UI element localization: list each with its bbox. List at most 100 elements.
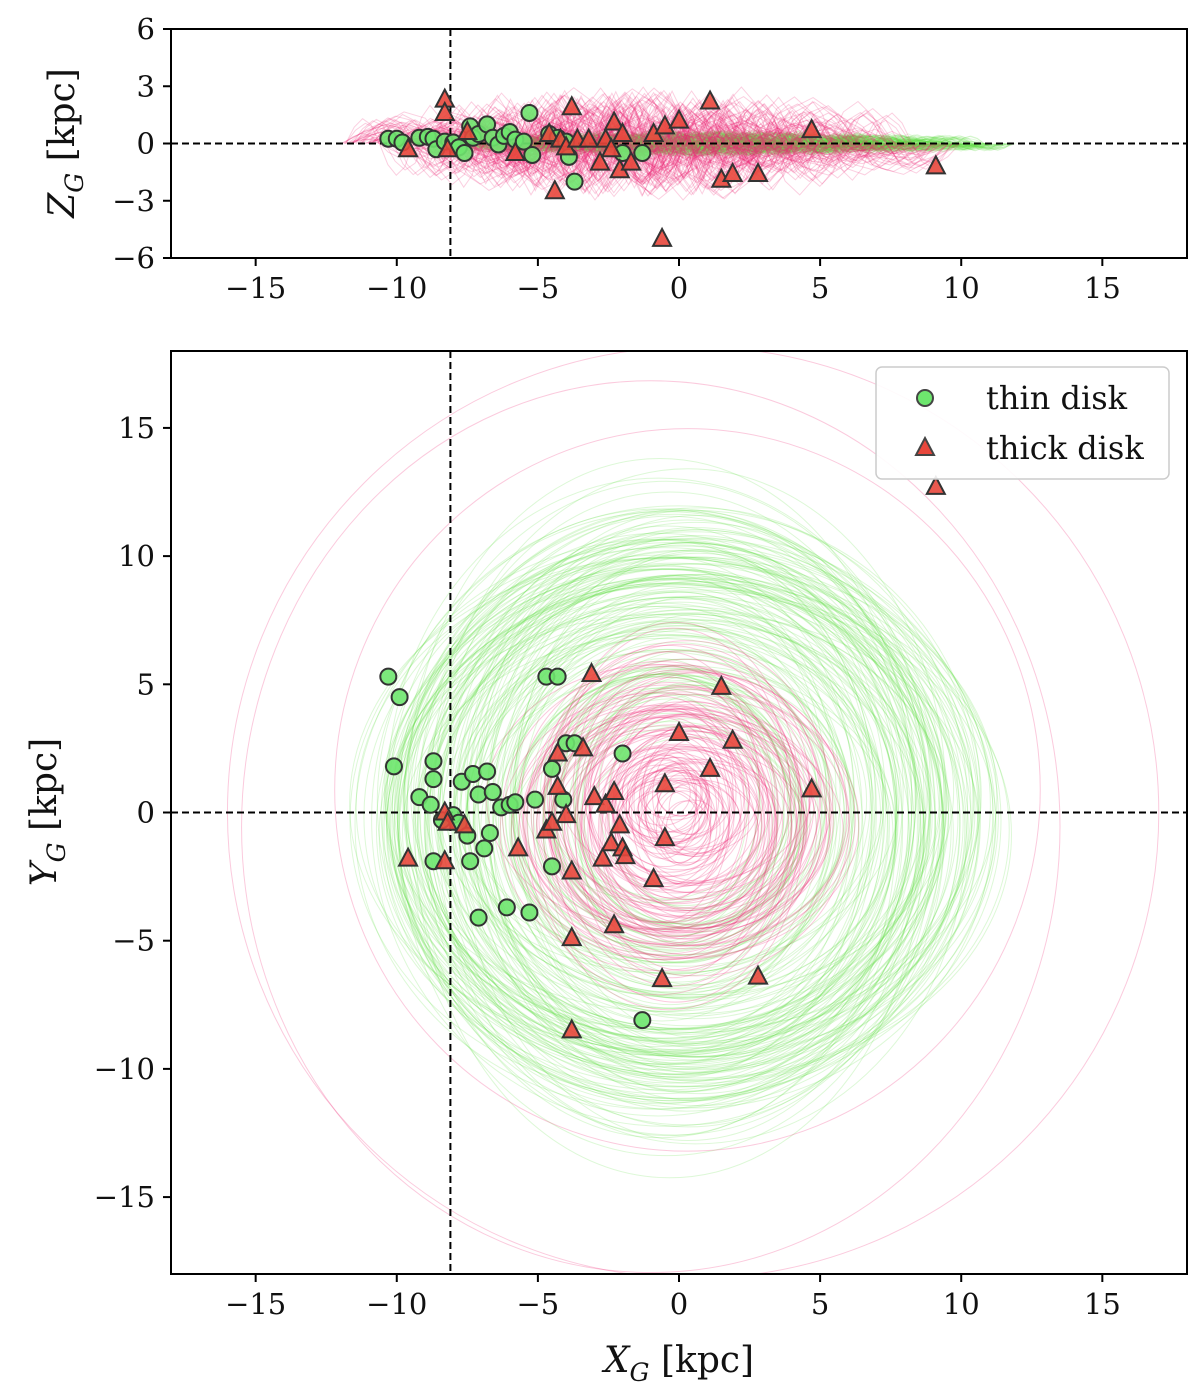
thin-disk-orbit — [397, 582, 944, 1054]
legend-thick-disk-label: thick disk — [986, 429, 1144, 467]
thick-disk-orbit — [590, 725, 776, 912]
thin-disk-orbit — [514, 575, 827, 1006]
bottom-thick-disk-point — [434, 849, 456, 870]
thin-disk-orbit — [396, 537, 991, 1073]
thick-disk-orbit — [611, 745, 756, 909]
thin-disk-orbit — [466, 625, 900, 967]
bottom-thick-disk-point — [651, 967, 673, 988]
thick-disk-orbit — [656, 778, 723, 836]
top-thick-disk-point — [651, 226, 673, 247]
thin-disk-orbit — [555, 684, 846, 946]
top-thin-disk-point — [455, 144, 474, 163]
thin-disk-orbit — [355, 557, 979, 1056]
thin-disk-orbit — [391, 531, 994, 1109]
bottom-thick-disk-point — [721, 728, 744, 749]
top-x-tick-label: 15 — [1084, 271, 1121, 305]
bottom-thin-disk-point — [461, 852, 480, 871]
bottom-thin-disk-point — [379, 667, 398, 686]
thick-disk-orbit — [532, 644, 804, 1011]
top-thin-disk-point — [514, 132, 533, 151]
bottom-xlabel-sub: G — [630, 1358, 650, 1387]
top-y-axis-label: ZG [kpc] — [42, 68, 89, 219]
bottom-thin-disk-point — [506, 793, 525, 812]
thick-disk-orbit — [668, 781, 710, 835]
top-y-tick-label: 3 — [137, 69, 155, 103]
thin-disk-orbit — [398, 605, 950, 1030]
thin-disk-orbit — [581, 675, 807, 930]
bottom-y-tick-label: 5 — [137, 667, 155, 701]
bottom-thick-disk-points — [397, 474, 947, 1039]
thin-disk-orbit — [468, 651, 852, 960]
thin-disk-orbit — [513, 658, 854, 973]
bottom-thick-disk-point — [580, 661, 603, 683]
thin-disk-orbit — [512, 622, 827, 964]
bottom-thick-disk-point — [583, 784, 605, 806]
thick-disk-orbit — [588, 716, 730, 923]
top-y-axis: −6 −3 0 3 6 — [112, 12, 171, 275]
bottom-xlabel-space — [650, 1340, 661, 1381]
thin-disk-orbit — [518, 595, 873, 1046]
bottom-thick-disk-point — [546, 741, 569, 762]
thick-disk-orbit — [350, 133, 737, 154]
bottom-thin-disk-point — [421, 795, 440, 814]
thick-disk-orbit — [553, 708, 815, 910]
thin-disk-orbit — [480, 649, 860, 1016]
bottom-thick-disk-point — [561, 859, 583, 880]
thin-disk-orbit — [382, 556, 973, 1102]
thin-disk-orbit — [543, 687, 774, 901]
thin-disk-orbit — [424, 606, 890, 1048]
thick-disk-orbit — [587, 691, 778, 971]
thick-disk-orbit — [560, 682, 779, 938]
top-thick-disk-point — [800, 118, 823, 139]
thick-disk-orbit — [628, 757, 697, 859]
thick-disk-orbit — [425, 86, 813, 201]
bottom-thick-disk-point — [561, 1018, 583, 1039]
top-thick-disk-point — [611, 121, 634, 142]
thick-disk-orbit — [583, 745, 763, 904]
thick-disk-orbit — [538, 704, 832, 936]
thick-disk-orbit — [628, 763, 759, 855]
thick-disk-orbit — [567, 725, 831, 933]
thin-disk-orbit — [405, 508, 943, 1136]
thick-disk-orbit — [597, 714, 773, 944]
thick-disk-orbit — [572, 651, 761, 932]
thin-disk-orbit — [437, 595, 941, 999]
bottom-thin-disk-point — [469, 908, 488, 927]
top-x-tick-label: 0 — [670, 271, 688, 305]
thin-disk-orbit — [414, 491, 925, 1179]
thin-disk-orbit — [466, 541, 916, 1065]
thick-disk-orbit — [405, 98, 949, 189]
bottom-x-axis: −15 −10 −5 0 5 10 15 — [225, 1274, 1121, 1321]
top-x-tick-label: −10 — [366, 271, 427, 305]
thin-disk-orbit — [476, 541, 903, 1092]
thick-disk-orbit — [421, 91, 953, 196]
bottom-y-tick-label: −10 — [94, 1052, 155, 1086]
thick-disk-orbit — [521, 689, 856, 950]
top-thick-disk-point — [434, 100, 456, 121]
thick-disk-orbit — [425, 101, 922, 186]
top-x-tick-label: 5 — [811, 271, 829, 305]
thin-disk-orbit — [508, 674, 841, 975]
thick-disk-orbit — [431, 102, 828, 185]
top-ylabel-sub: G — [60, 173, 89, 193]
bottom-thick-disk-point — [654, 772, 676, 793]
bottom-thin-disk-point — [478, 762, 497, 781]
top-ylabel-unit — [42, 161, 83, 172]
top-thick-disk-points — [397, 87, 947, 247]
bottom-thick-disk-point — [603, 779, 625, 800]
thin-disk-orbit — [535, 721, 805, 937]
bottom-thin-disk-point — [424, 770, 443, 789]
thick-disk-orbit — [536, 708, 808, 933]
thin-disk-orbit — [386, 584, 969, 1068]
thin-disk-orbit — [393, 582, 936, 1071]
thin-disk-orbit — [378, 589, 1012, 1081]
thin-disk-orbit — [472, 631, 856, 1009]
bottom-thin-disk-point — [548, 667, 567, 686]
bottom-thin-disk-point — [497, 898, 516, 917]
thick-disk-orbit — [652, 782, 741, 857]
thin-disk-orbit — [396, 480, 936, 1157]
thin-disk-orbit — [514, 132, 965, 155]
thin-disk-orbit — [474, 601, 884, 1047]
top-y-tick-label: 6 — [137, 12, 155, 46]
thin-disk-orbit — [514, 598, 855, 987]
